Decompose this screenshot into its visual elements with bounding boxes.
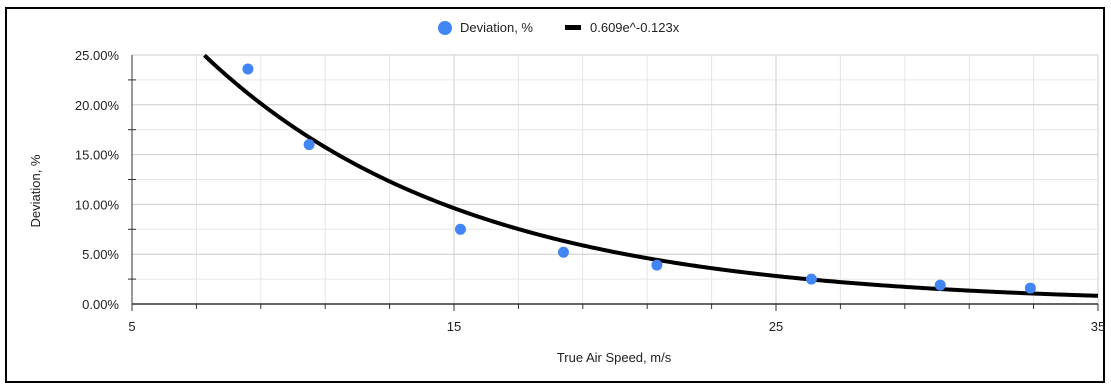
legend-marker-trendline [565, 25, 581, 30]
data-point[interactable] [303, 139, 315, 151]
x-tick-label: 15 [447, 319, 461, 334]
legend-marker-deviation [438, 21, 452, 35]
data-point[interactable] [557, 246, 569, 258]
x-tick-label: 5 [128, 319, 135, 334]
data-point[interactable] [934, 279, 946, 291]
legend[interactable]: Deviation, % 0.609e^-0.123x [438, 20, 680, 35]
data-point[interactable] [454, 223, 466, 235]
y-tick-label: 5.00% [82, 247, 119, 262]
data-point[interactable] [651, 259, 663, 271]
x-tick-label: 35 [1091, 319, 1105, 334]
trendline [203, 53, 1099, 298]
data-point[interactable] [805, 273, 817, 285]
y-tick-labels: 0.00% 5.00% 10.00% 15.00% 20.00% 25.00% [75, 48, 120, 312]
y-tick-label: 20.00% [75, 98, 120, 113]
legend-label-trendline: 0.609e^-0.123x [590, 20, 680, 35]
y-tick-label: 0.00% [82, 297, 119, 312]
x-tick-label: 25 [769, 319, 783, 334]
y-tick-label: 10.00% [75, 197, 120, 212]
axes [128, 55, 1099, 311]
chart-frame [5, 7, 1105, 383]
x-tick-labels: 5 15 25 35 [128, 319, 1105, 334]
data-point[interactable] [242, 63, 254, 75]
y-tick-label: 15.00% [75, 148, 120, 163]
y-tick-label: 25.00% [75, 48, 120, 63]
data-points [242, 63, 1036, 294]
grid [131, 54, 1099, 305]
legend-label-deviation: Deviation, % [460, 20, 533, 35]
data-point[interactable] [1024, 282, 1036, 294]
y-axis-label: Deviation, % [28, 154, 43, 227]
x-axis-label: True Air Speed, m/s [557, 350, 672, 365]
